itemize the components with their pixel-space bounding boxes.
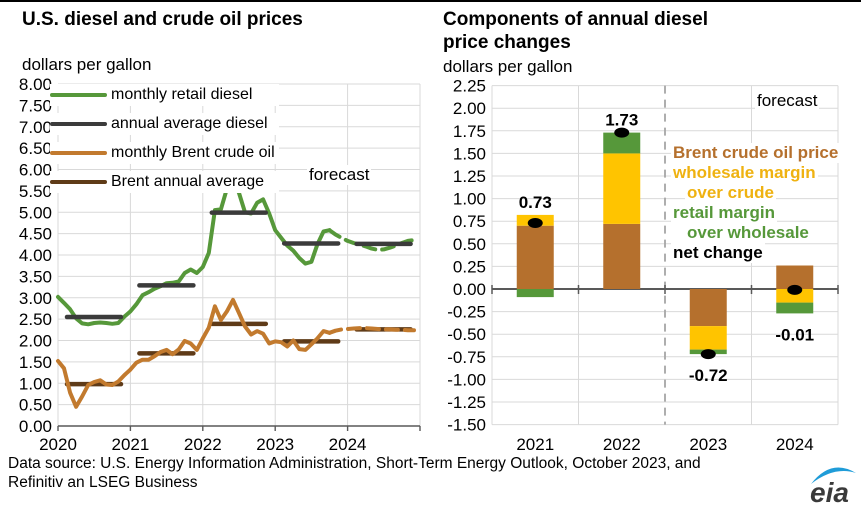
y-axis-label: 1.75 — [453, 122, 486, 141]
right-legend-line: retail margin — [671, 203, 778, 223]
y-axis-label: -1.50 — [447, 416, 486, 435]
right-legend-line: over wholesale — [685, 223, 811, 243]
legend-item: monthly Brent crude oil — [50, 142, 279, 164]
y-axis-label: 0.00 — [19, 417, 52, 436]
y-axis-label: 0.50 — [19, 396, 52, 415]
x-axis-label: 2023 — [256, 435, 294, 454]
bar-segment — [776, 302, 814, 314]
eia-logo: eia — [810, 467, 856, 508]
left-forecast-label: forecast — [307, 165, 372, 185]
y-axis-label: 8.00 — [19, 75, 52, 94]
y-axis-label: 4.50 — [19, 225, 52, 244]
right-chart-plot: 0.73 1.73 -0.72 -0.01 2.25 2.00 1.75 1.50 1.25 1.… — [447, 77, 839, 454]
left-chart-plot: 8.00 7.50 7.00 6.50 6.00 5.50 5.00 4.50 4.00 3.50… — [19, 75, 421, 454]
bar-segment — [689, 326, 727, 350]
y-axis-label: 3.50 — [19, 267, 52, 286]
right-forecast-label: forecast — [755, 91, 820, 111]
right-chart-title: Components of annual diesel price change… — [443, 9, 708, 53]
y-axis-label: 6.50 — [19, 139, 52, 158]
legend-line-swatch — [50, 179, 107, 185]
legend-item: annual average diesel — [50, 113, 279, 135]
x-axis-label: 2021 — [516, 435, 554, 454]
series-monthly-retail-diesel-actual — [56, 178, 332, 327]
net-change-label: 0.73 — [519, 193, 552, 212]
y-axis-label: 5.50 — [19, 182, 52, 201]
y-axis-label: 2.50 — [19, 310, 52, 329]
bar-segment — [603, 132, 641, 154]
x-axis-label: 2021 — [111, 435, 149, 454]
y-axis-label: 6.00 — [19, 161, 52, 180]
y-axis-label: -1.25 — [447, 393, 486, 412]
right-legend-line: wholesale margin — [671, 163, 818, 183]
x-axis-label: 2024 — [329, 435, 367, 454]
net-change-dot — [700, 349, 716, 360]
bar-segment — [603, 153, 641, 224]
y-axis-label: 1.00 — [19, 374, 52, 393]
x-axis-label: 2022 — [603, 435, 641, 454]
eia-logo-swoosh — [811, 467, 856, 484]
y-axis-label: -0.50 — [447, 325, 486, 344]
net-change-dot — [614, 127, 630, 138]
series-monthly-brent-crude-forecast — [327, 326, 416, 335]
right-chart-units: dollars per gallon — [443, 57, 573, 76]
eia-logo-text: eia — [810, 477, 849, 508]
legend-item: Brent annual average — [50, 171, 279, 193]
net-change-dot — [527, 218, 543, 228]
y-axis-label: 4.00 — [19, 246, 52, 265]
right-chart-legend: Brent crude oil price wholesale margin ove… — [671, 143, 841, 263]
left-chart-title: U.S. diesel and crude oil prices — [22, 9, 303, 30]
net-change-label: -0.01 — [775, 325, 814, 344]
left-chart-units: dollars per gallon — [22, 55, 152, 74]
y-axis-label: 1.50 — [19, 353, 52, 372]
y-axis-label: 2.00 — [453, 99, 486, 118]
right-legend-line: Brent crude oil price — [671, 143, 841, 163]
bar-segment — [689, 289, 727, 327]
y-axis-label: 1.25 — [453, 167, 486, 186]
left-chart-legend: monthly retail diesel annual average dies… — [50, 84, 279, 200]
legend-line-swatch — [50, 150, 107, 156]
y-axis-label: 0.75 — [453, 212, 486, 231]
legend-line-swatch — [50, 121, 107, 127]
legend-label: Brent annual average — [111, 173, 264, 190]
y-axis-label: 0.25 — [453, 257, 486, 276]
y-axis-label: 5.00 — [19, 203, 52, 222]
y-axis-label: 7.00 — [19, 118, 52, 137]
legend-label: annual average diesel — [111, 115, 268, 132]
y-axis-label: 1.50 — [453, 144, 486, 163]
bar-segment — [603, 223, 641, 289]
y-axis-label: -0.75 — [447, 348, 486, 367]
y-axis-label: 2.00 — [19, 332, 52, 351]
bar-segment — [516, 289, 554, 298]
net-change-dot — [787, 284, 803, 295]
x-axis-label: 2022 — [184, 435, 222, 454]
y-axis-label: -0.25 — [447, 303, 486, 322]
x-axis-label: 2023 — [689, 435, 727, 454]
bar-segment — [776, 265, 814, 289]
bar-segment — [776, 289, 814, 303]
y-axis-label: 2.25 — [453, 77, 486, 96]
right-legend-line: over crude — [685, 183, 776, 203]
legend-line-swatch — [50, 92, 107, 98]
net-change-label: -0.72 — [689, 366, 728, 385]
bar-segment — [516, 225, 554, 289]
y-axis-label: -1.00 — [447, 370, 486, 389]
right-legend-line: net change — [671, 243, 765, 263]
legend-label: monthly Brent crude oil — [111, 144, 275, 161]
y-axis-label: 3.00 — [19, 289, 52, 308]
y-axis-label: 0.50 — [453, 235, 486, 254]
y-axis-label: 7.50 — [19, 96, 52, 115]
series-monthly-brent-crude-actual — [56, 297, 332, 409]
x-axis-label: 2020 — [39, 435, 77, 454]
legend-label: monthly retail diesel — [111, 86, 253, 103]
y-axis-label: 1.00 — [453, 190, 486, 209]
net-change-label: 1.73 — [605, 111, 638, 130]
legend-item: monthly retail diesel — [50, 84, 279, 106]
x-axis-label: 2024 — [776, 435, 814, 454]
y-axis-label: 0.00 — [453, 280, 486, 299]
data-source-text: Data source: U.S. Energy Information Adm… — [8, 455, 701, 491]
